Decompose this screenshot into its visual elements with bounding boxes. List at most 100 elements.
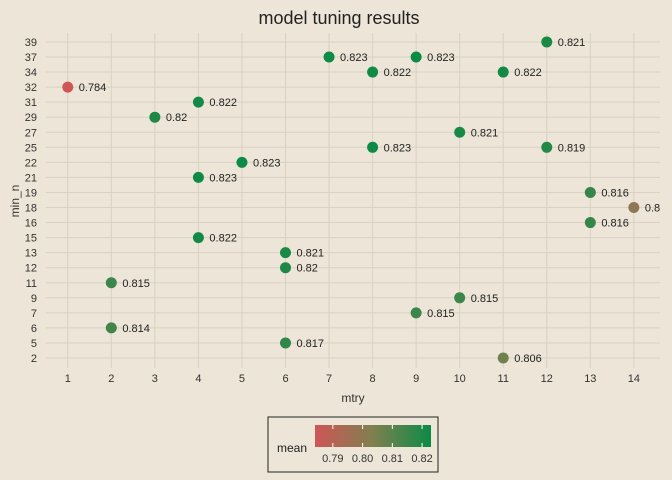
legend: mean 0.79 0.80 0.81 0.82 [267,416,439,473]
x-tick-label: 2 [108,373,114,385]
data-point [280,262,292,274]
legend-ticks: 0.79 0.80 0.81 0.82 [322,425,433,465]
y-axis-title: min_n [8,185,22,218]
data-point [628,202,640,213]
data-points [62,36,640,364]
x-tick-label: 3 [152,373,158,385]
x-axis-title: mtry [341,391,364,405]
data-label: 0.821 [558,37,586,49]
y-tick-label: 22 [25,157,37,169]
data-label: 0.823 [427,52,455,64]
data-point [192,96,204,108]
y-tick-label: 32 [25,82,37,94]
x-tick-label: 8 [370,373,376,385]
data-label: 0.822 [514,67,542,79]
data-point [280,337,292,349]
data-label: 0.822 [384,67,412,79]
y-tick-label: 9 [31,293,37,305]
y-tick-label: 19 [25,187,37,199]
data-point [454,292,466,304]
x-tick-label: 13 [584,373,596,385]
legend-tick-label: 0.82 [411,453,432,465]
data-point [192,232,204,244]
legend-colorbar [315,425,431,447]
x-tick-label: 1 [65,373,71,385]
legend-tick-label: 0.79 [322,453,343,465]
data-point [105,277,117,289]
x-tick-label: 11 [498,373,509,385]
grid [46,33,660,368]
data-point [497,352,509,364]
y-tick-label: 5 [31,338,37,350]
y-tick-label: 7 [31,308,37,320]
y-tick-label: 29 [25,112,37,124]
data-point [62,81,74,93]
chart-title: model tuning results [258,8,419,28]
data-point [584,186,596,198]
y-tick-label: 37 [25,52,37,64]
y-tick-label: 31 [25,97,37,109]
data-point [149,111,161,123]
y-tick-label: 18 [25,203,37,215]
data-label: 0.819 [558,142,586,154]
y-tick-label: 15 [25,233,37,245]
y-tick-label: 11 [26,278,37,290]
data-label: 0.815 [427,308,455,320]
x-tick-label: 7 [326,373,332,385]
data-label: 0.815 [122,278,150,290]
data-label: 0.823 [253,157,281,169]
legend-tick-label: 0.80 [352,453,373,465]
data-point [236,156,248,168]
data-label: 0.8 [645,203,660,215]
x-tick-label: 6 [282,373,288,385]
data-point [454,126,466,138]
data-label: 0.784 [79,82,107,94]
y-tick-label: 12 [25,263,37,275]
data-point [584,217,596,229]
y-tick-label: 39 [25,37,37,49]
data-label: 0.821 [297,248,325,260]
x-tick-label: 4 [195,373,201,385]
data-point [497,66,509,78]
legend-title: mean [277,441,307,455]
data-point [367,141,379,153]
y-tick-label: 16 [25,218,37,230]
y-tick-label: 27 [25,127,37,139]
y-tick-label: 13 [25,248,37,260]
data-label: 0.823 [384,142,412,154]
data-label: 0.821 [471,127,499,139]
x-tick-label: 10 [454,373,466,385]
data-point [323,51,335,63]
data-label: 0.816 [601,218,629,230]
y-tick-label: 2 [31,353,37,365]
data-label: 0.817 [297,338,325,350]
data-point [105,322,117,334]
y-tick-label: 25 [25,142,37,154]
data-point [541,141,553,153]
data-label: 0.814 [122,323,150,335]
y-tick-label: 21 [25,172,37,184]
data-label: 0.823 [209,172,237,184]
x-tick-label: 14 [628,373,640,385]
data-point [367,66,379,78]
data-point [280,247,292,259]
data-labels: 0.821 0.823 0.823 0.822 0.822 0.784 0.822 0.82 0… [79,37,660,365]
legend-tick-label: 0.81 [382,453,403,465]
data-label: 0.82 [297,263,318,275]
data-label: 0.816 [601,187,629,199]
data-point [410,51,422,63]
data-point [410,307,422,319]
x-tick-label: 9 [413,373,419,385]
data-label: 0.822 [209,97,237,109]
data-point [192,171,204,183]
data-label: 0.822 [209,233,237,245]
x-tick-label: 5 [239,373,245,385]
y-tick-label: 34 [25,67,37,79]
data-label: 0.806 [514,353,542,365]
x-tick-label: 12 [541,373,553,385]
data-point [541,36,553,48]
data-label: 0.823 [340,52,368,64]
